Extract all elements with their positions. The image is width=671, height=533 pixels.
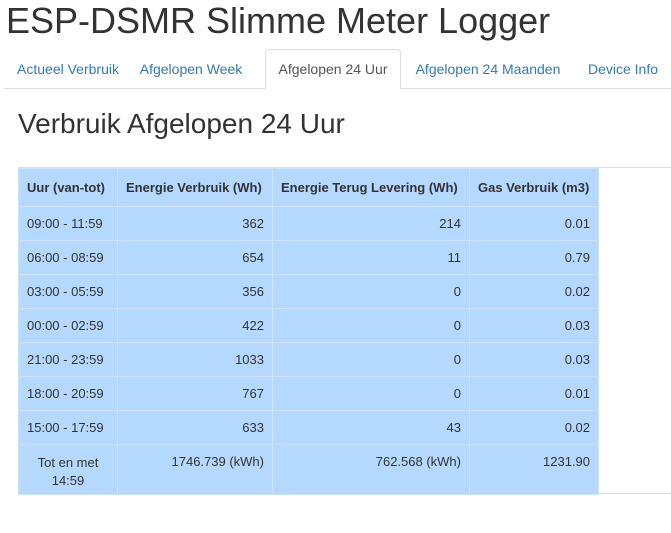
table-total-row: Tot en met 14:59 1746.739 (kWh) 762.568 … — [18, 444, 599, 495]
gas-usage-cell: 0.02 — [469, 410, 599, 445]
energy-usage-cell: 356 — [117, 274, 273, 309]
energy-return-cell: 0 — [272, 342, 470, 377]
table-row: 21:00 - 23:59 1033 0 0.03 — [18, 342, 599, 377]
hour-range-cell: 21:00 - 23:59 — [18, 342, 118, 377]
table-row: 06:00 - 08:59 654 11 0.79 — [18, 240, 599, 275]
energy-return-cell: 0 — [272, 274, 470, 309]
total-gas-usage-cell: 1231.90 — [469, 444, 599, 495]
page-title: Verbruik Afgelopen 24 Uur — [18, 108, 345, 139]
energy-return-cell: 0 — [272, 308, 470, 343]
energy-return-cell: 0 — [272, 376, 470, 411]
gas-usage-cell: 0.01 — [469, 376, 599, 411]
table-row: 15:00 - 17:59 633 43 0.02 — [18, 410, 599, 445]
column-header: Uur (van-tot) — [18, 168, 118, 207]
total-energy-return-cell: 762.568 (kWh) — [272, 444, 470, 495]
hour-range-cell: 06:00 - 08:59 — [18, 240, 118, 275]
tab-afgelopen-24-maanden[interactable]: Afgelopen 24 Maanden — [415, 61, 561, 77]
energy-usage-cell: 633 — [117, 410, 273, 445]
app-title: ESP-DSMR Slimme Meter Logger — [6, 0, 551, 41]
total-label-cell: Tot en met 14:59 — [18, 444, 118, 495]
table-container: Uur (van-tot) Energie Verbruik (Wh) Ener… — [18, 167, 671, 495]
gas-usage-cell: 0.03 — [469, 308, 599, 343]
energy-usage-cell: 362 — [117, 206, 273, 241]
column-header: Energie Verbruik (Wh) — [117, 168, 273, 207]
hour-range-cell: 09:00 - 11:59 — [18, 206, 118, 241]
energy-usage-cell: 654 — [117, 240, 273, 275]
hour-range-cell: 00:00 - 02:59 — [18, 308, 118, 343]
nav-tabs: Actueel Verbruik Afgelopen Week Afgelope… — [4, 49, 671, 89]
table-row: 00:00 - 02:59 422 0 0.03 — [18, 308, 599, 343]
total-energy-usage-cell: 1746.739 (kWh) — [117, 444, 273, 495]
tab-afgelopen-week[interactable]: Afgelopen Week — [139, 61, 243, 77]
energy-return-cell: 214 — [272, 206, 470, 241]
gas-usage-cell: 0.03 — [469, 342, 599, 377]
tab-device-info[interactable]: Device Info — [587, 61, 659, 77]
table-row: 03:00 - 05:59 356 0 0.02 — [18, 274, 599, 309]
energy-usage-cell: 422 — [117, 308, 273, 343]
table-row: 09:00 - 11:59 362 214 0.01 — [18, 206, 599, 241]
energy-usage-cell: 1033 — [117, 342, 273, 377]
hour-range-cell: 15:00 - 17:59 — [18, 410, 118, 445]
tab-actueel-verbruik[interactable]: Actueel Verbruik — [17, 61, 119, 77]
table-header-row: Uur (van-tot) Energie Verbruik (Wh) Ener… — [18, 168, 599, 207]
hour-range-cell: 18:00 - 20:59 — [18, 376, 118, 411]
table-row: 18:00 - 20:59 767 0 0.01 — [18, 376, 599, 411]
tab-afgelopen-24-uur[interactable]: Afgelopen 24 Uur — [265, 49, 401, 89]
gas-usage-cell: 0.02 — [469, 274, 599, 309]
energy-return-cell: 11 — [272, 240, 470, 275]
gas-usage-cell: 0.01 — [469, 206, 599, 241]
column-header: Energie Terug Levering (Wh) — [272, 168, 470, 207]
usage-table: Uur (van-tot) Energie Verbruik (Wh) Ener… — [18, 168, 599, 495]
hour-range-cell: 03:00 - 05:59 — [18, 274, 118, 309]
energy-return-cell: 43 — [272, 410, 470, 445]
column-header: Gas Verbruik (m3) — [469, 168, 599, 207]
gas-usage-cell: 0.79 — [469, 240, 599, 275]
energy-usage-cell: 767 — [117, 376, 273, 411]
